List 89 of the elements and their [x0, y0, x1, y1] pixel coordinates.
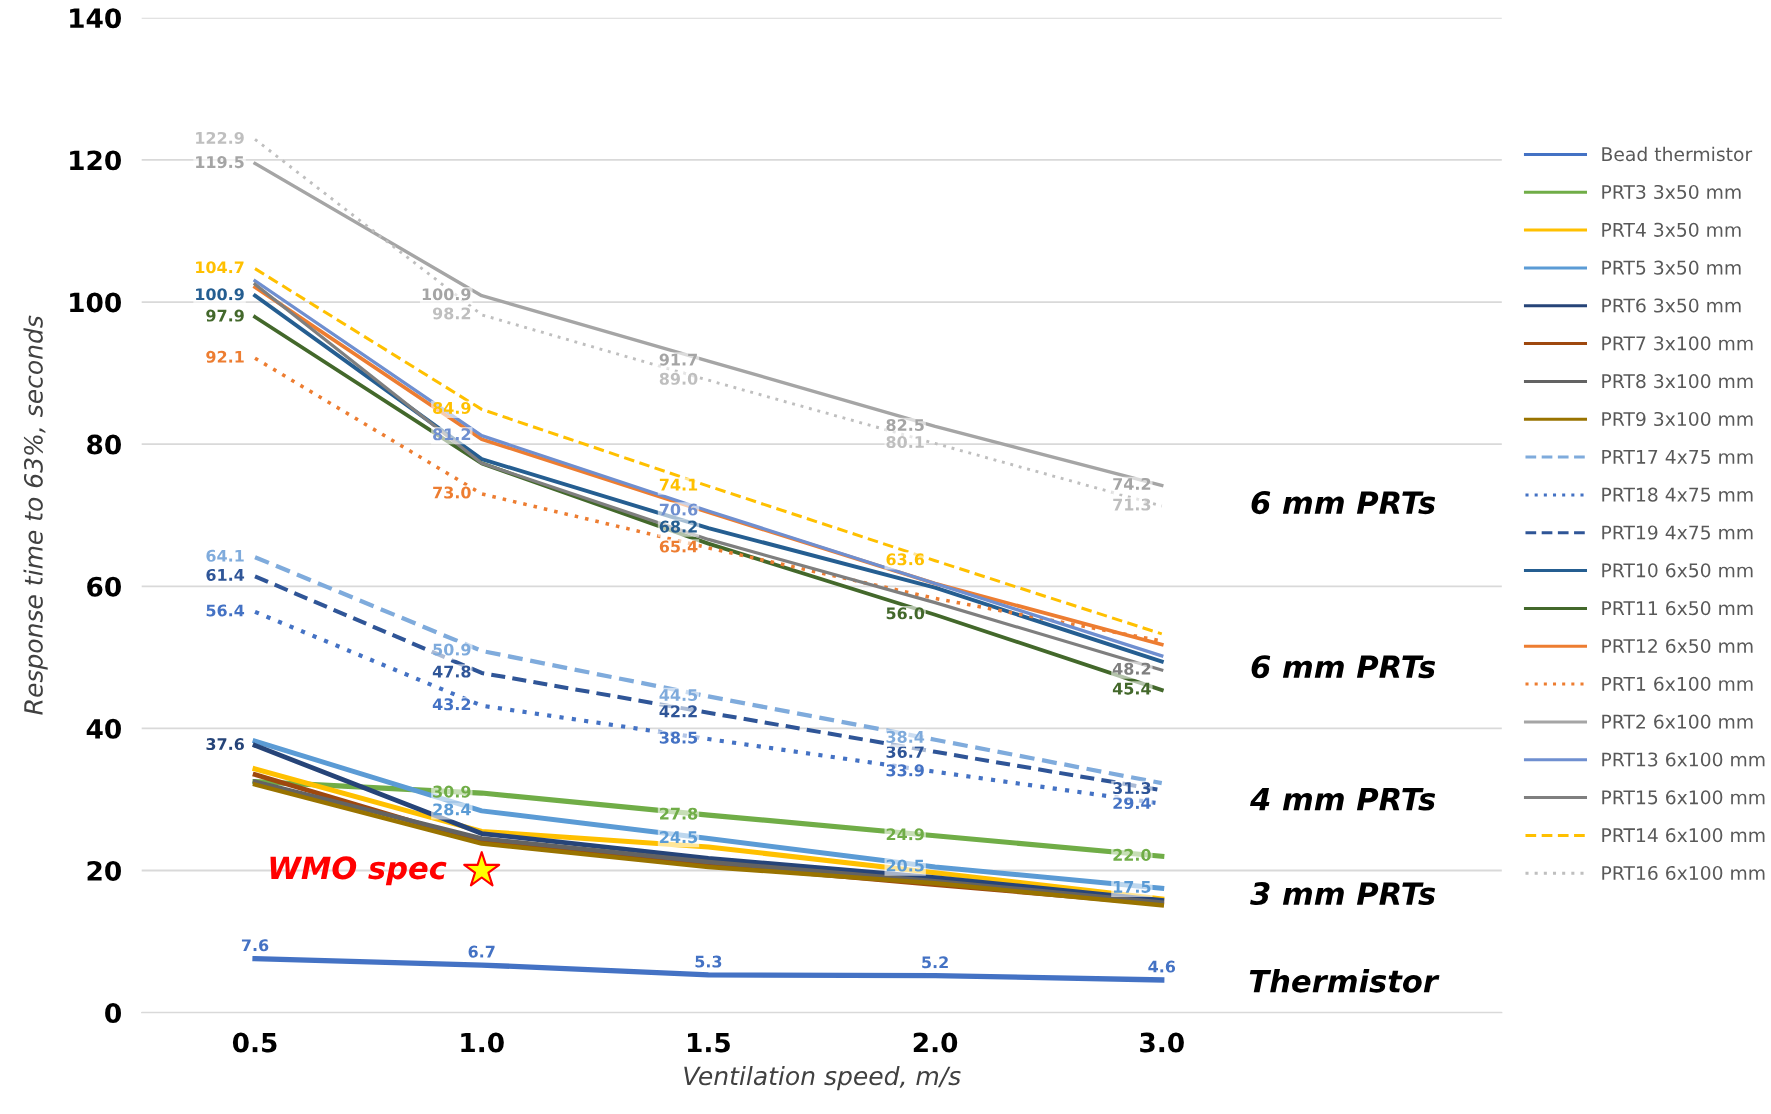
legend-label: Bead thermistor [1602, 146, 1753, 162]
data-label: 64.1 [206, 549, 244, 562]
data-label: 38.4 [886, 730, 925, 743]
data-label: 84.9 [433, 401, 471, 414]
data-label: 28.4 [433, 803, 471, 816]
legend-label: PRT13 6x100 mm [1602, 752, 1765, 767]
legend-label: PRT15 6x100 mm [1602, 790, 1765, 805]
annotation: 6 mm PRTs [1251, 655, 1436, 679]
legend-label: PRT19 4x75 mm [1602, 525, 1753, 540]
data-label: 68.2 [659, 520, 697, 533]
data-label: 24.5 [660, 831, 698, 844]
data-label: 92.1 [206, 350, 244, 363]
data-label: 4.6 [1148, 960, 1176, 973]
data-label: 91.7 [659, 353, 697, 366]
y-tick-label: 0 [105, 1003, 121, 1024]
data-label: 37.6 [206, 738, 244, 751]
legend-label: PRT18 4x75 mm [1602, 487, 1753, 502]
data-label: 44.5 [659, 689, 698, 702]
data-label: 6.7 [468, 945, 495, 958]
annotation: 6 mm PRTs [1251, 491, 1436, 515]
data-label: 56.0 [886, 607, 925, 620]
data-label: 31.3 [1113, 782, 1151, 795]
data-label: 7.6 [241, 939, 269, 952]
legend-label: PRT6 3x50 mm [1602, 298, 1741, 313]
x-axis-title: Ventilation speed, m/s [684, 1065, 961, 1091]
data-label: 100.9 [196, 288, 244, 301]
data-label: 47.8 [432, 665, 471, 678]
data-label: 89.0 [659, 372, 698, 385]
legend-label: PRT5 3x50 mm [1602, 260, 1741, 275]
data-label: 71.3 [1113, 498, 1151, 511]
y-tick-label: 20 [87, 860, 121, 881]
data-label: 17.5 [1113, 881, 1151, 893]
y-tick-label: 140 [70, 8, 121, 29]
data-label: 65.4 [659, 540, 698, 553]
y-tick-label: 40 [86, 718, 121, 739]
annotation: 3 mm PRTs [1250, 881, 1436, 906]
legend-label: PRT7 3x100 mm [1602, 336, 1753, 351]
data-label: 73.0 [433, 486, 471, 499]
x-tick-label: 2.0 [913, 1032, 958, 1053]
data-label: 56.4 [206, 604, 245, 617]
y-tick-label: 60 [87, 576, 121, 597]
data-label: 50.9 [433, 643, 471, 656]
y-axis-title: Response time to 63%, seconds [23, 315, 48, 715]
data-label: 122.9 [196, 131, 244, 144]
data-label: 98.2 [432, 307, 471, 320]
annotation: 4 mm PRTs [1250, 787, 1436, 811]
data-label: 80.1 [886, 436, 924, 449]
data-label: 45.4 [1112, 682, 1151, 695]
data-label: 48.2 [1112, 662, 1151, 675]
y-tick-label: 100 [70, 292, 121, 313]
legend-label: PRT8 3x100 mm [1602, 374, 1753, 389]
data-label: 5.2 [922, 956, 948, 969]
data-label: 104.7 [196, 261, 244, 274]
data-label: 100.9 [422, 288, 471, 301]
legend-label: PRT12 6x50 mm [1602, 638, 1753, 654]
data-label: 74.2 [1113, 477, 1151, 490]
data-label: 97.9 [206, 309, 244, 322]
x-tick-label: 1.0 [461, 1032, 504, 1053]
legend-label: PRT1 6x100 mm [1602, 676, 1753, 691]
legend-label: PRT16 6x100 mm [1602, 865, 1765, 881]
data-label: 63.6 [886, 553, 925, 566]
annotation: Thermistor [1249, 968, 1440, 993]
data-label: 42.2 [659, 705, 697, 718]
legend-label: PRT14 6x100 mm [1602, 828, 1765, 843]
legend-label: PRT9 3x100 mm [1602, 411, 1753, 427]
data-label: 119.5 [196, 156, 244, 169]
data-label: 33.9 [886, 764, 924, 777]
legend-label: PRT2 6x100 mm [1602, 714, 1753, 729]
data-label: 74.1 [659, 478, 698, 491]
data-label: 61.4 [206, 568, 245, 581]
annotation: WMO spec [270, 856, 447, 886]
legend-label: PRT11 6x50 mm [1602, 601, 1753, 616]
data-label: 5.3 [695, 955, 722, 968]
data-label: 38.5 [659, 731, 698, 744]
data-label: 29.4 [1113, 797, 1151, 810]
data-label: 43.2 [432, 698, 471, 711]
x-tick-label: 3.0 [1140, 1032, 1184, 1053]
data-label: 30.9 [433, 785, 471, 798]
data-label: 70.6 [659, 503, 698, 516]
legend-label: PRT4 3x50 mm [1602, 222, 1741, 237]
legend-label: PRT10 6x50 mm [1602, 563, 1753, 578]
y-tick-label: 120 [70, 150, 121, 171]
x-tick-label: 0.5 [232, 1032, 277, 1053]
legend-label: PRT17 4x75 mm [1602, 449, 1753, 464]
data-label: 82.5 [886, 418, 924, 432]
y-tick-label: 80 [87, 434, 121, 455]
x-tick-label: 1.5 [688, 1032, 730, 1053]
legend-label: PRT3 3x50 mm [1602, 184, 1741, 200]
data-label: 36.7 [886, 745, 924, 758]
